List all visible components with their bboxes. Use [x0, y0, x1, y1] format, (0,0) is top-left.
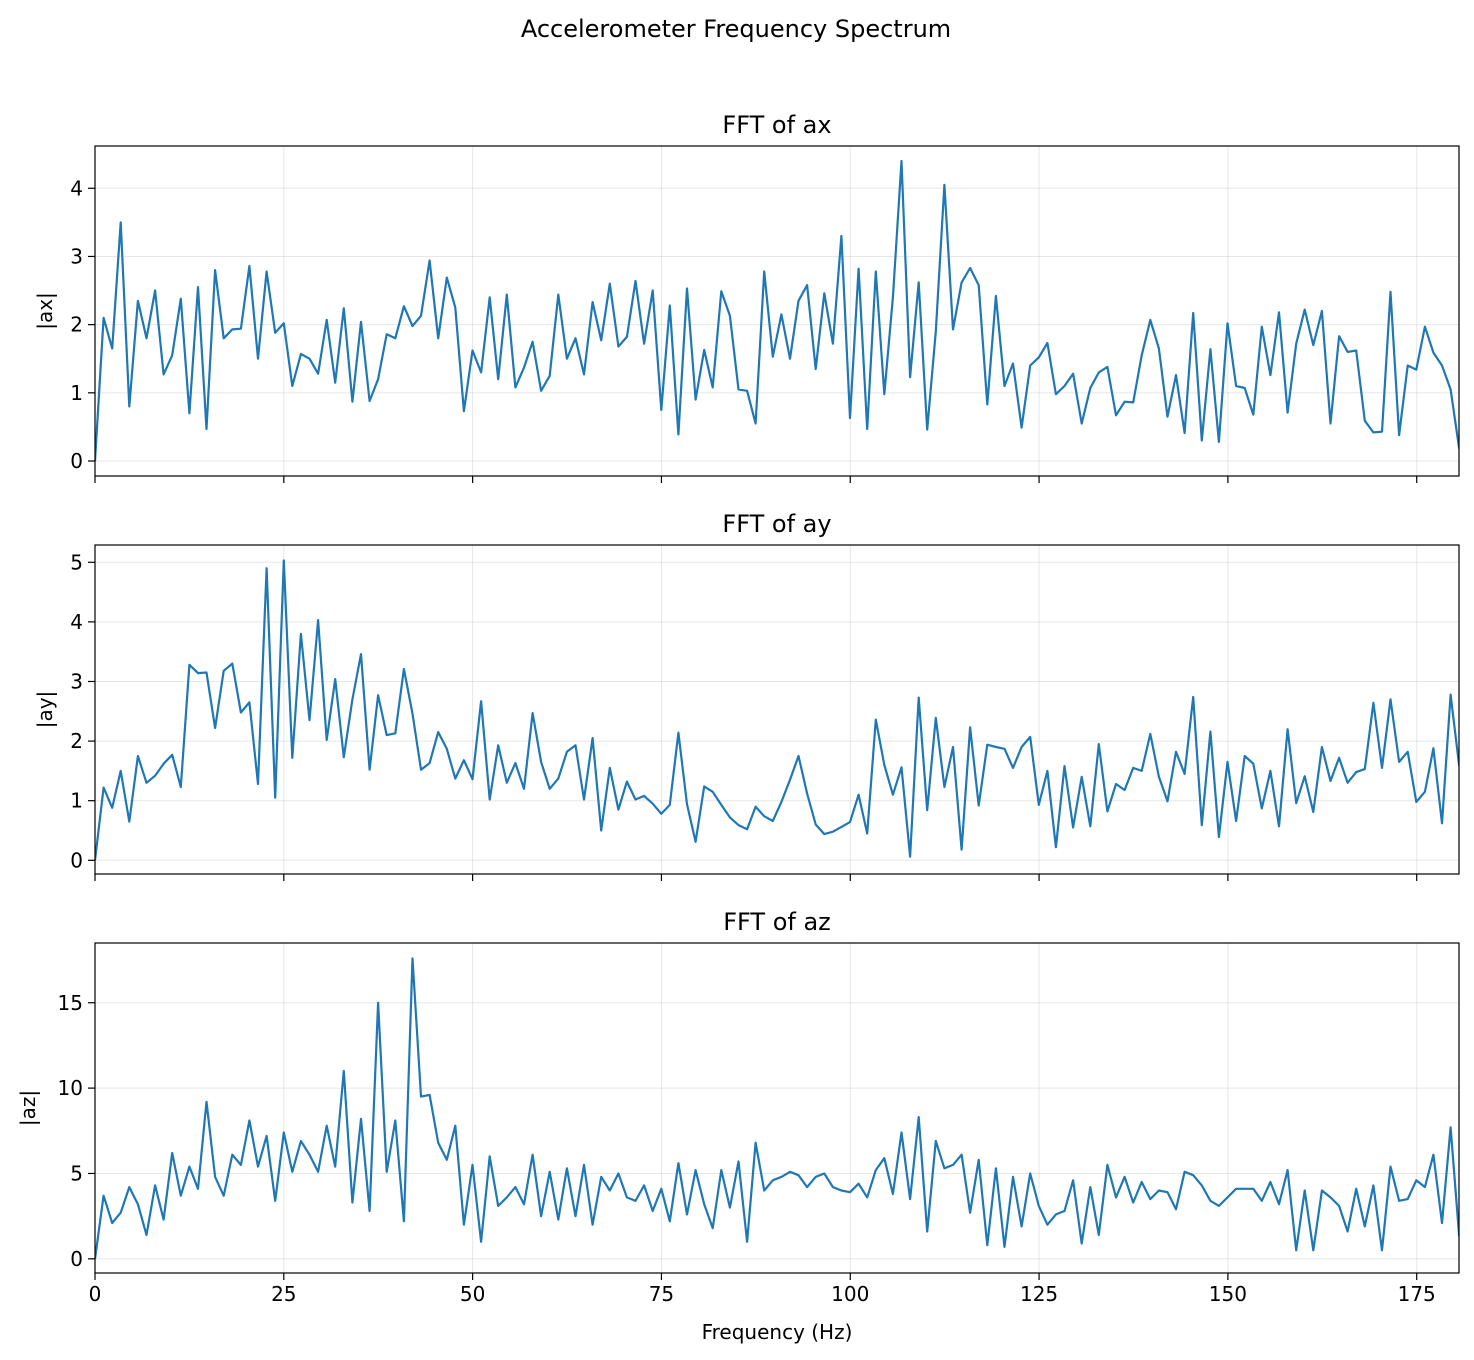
- y-axis-label: |ay|: [33, 691, 57, 729]
- x-axis-label: Frequency (Hz): [702, 1320, 853, 1344]
- y-tick-label: 2: [70, 313, 83, 337]
- y-tick-label: 3: [70, 669, 83, 693]
- y-tick-label: 0: [70, 449, 83, 473]
- figure-title: Accelerometer Frequency Spectrum: [521, 15, 951, 43]
- y-tick-label: 0: [70, 848, 83, 872]
- series-line-ax: [95, 159, 1459, 462]
- x-tick-label: 125: [1020, 1282, 1058, 1306]
- axes-frame: [94, 544, 1460, 875]
- subplot-title: FFT of ay: [722, 510, 831, 538]
- y-tick-label: 15: [58, 991, 83, 1015]
- y-tick-label: 10: [58, 1076, 83, 1100]
- x-tick-label: 75: [649, 1282, 674, 1306]
- x-tick-label: 0: [89, 1282, 102, 1306]
- y-tick-label: 4: [70, 610, 83, 634]
- axes-frame: [94, 942, 1460, 1274]
- x-tick-label: 150: [1209, 1282, 1247, 1306]
- y-tick-label: 0: [70, 1247, 83, 1271]
- x-tick-label: 100: [831, 1282, 869, 1306]
- y-tick-label: 5: [70, 1161, 83, 1185]
- y-axis-label: |az|: [16, 1090, 40, 1126]
- y-tick-label: 1: [70, 381, 83, 405]
- y-tick-label: 3: [70, 244, 83, 268]
- panel-az: 0 25 50 75 100 125 150 175 0 5 10 15 FFT of az |az|: [16, 908, 1460, 1306]
- y-tick-label: 5: [70, 550, 83, 574]
- y-tick-label: 1: [70, 789, 83, 813]
- x-tick-label: 50: [460, 1282, 485, 1306]
- series-line-ay: [95, 559, 1459, 861]
- panel-ax: 0 1 2 3 4 FFT of ax |ax|: [33, 111, 1460, 483]
- x-tick-label: 175: [1398, 1282, 1436, 1306]
- axes-frame: [94, 145, 1460, 477]
- x-tick-label: 25: [271, 1282, 296, 1306]
- series-line-az: [95, 957, 1459, 1259]
- subplot-title: FFT of az: [723, 908, 831, 936]
- y-axis-label: |ax|: [33, 292, 57, 330]
- y-tick-label: 4: [70, 176, 83, 200]
- y-tick-label: 2: [70, 729, 83, 753]
- subplot-title: FFT of ax: [722, 111, 831, 139]
- panel-ay: 0 1 2 3 4 5 FFT of ay |ay|: [33, 510, 1460, 881]
